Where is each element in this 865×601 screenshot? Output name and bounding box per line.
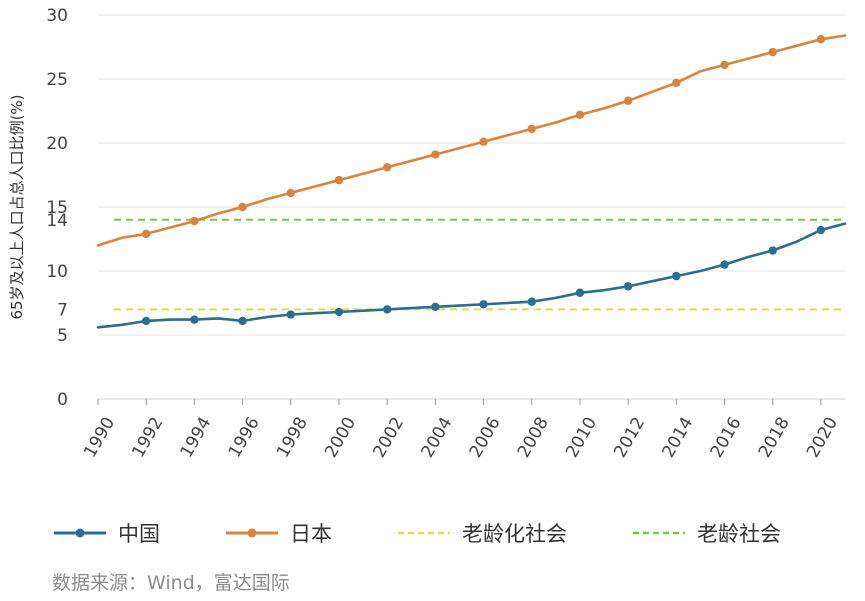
series-1-point-2000 [334, 175, 344, 185]
series-0-point-2004 [431, 302, 440, 312]
source-note: 数据来源：Wind，富达国际 [52, 572, 290, 594]
series-1-point-2016 [720, 60, 729, 70]
x-tick-1996: 1996 [225, 414, 264, 461]
y-tick-25: 25 [46, 70, 68, 90]
series-1-point-2012 [623, 96, 633, 105]
x-tick-2016: 2016 [707, 414, 746, 461]
series-0-point-2014 [672, 271, 681, 281]
series-0-point-1994 [190, 315, 199, 324]
series-1-point-1996 [238, 202, 247, 212]
x-tick-labels: 1990 1992 1994 1996 1998 2000 2002 2004 2006 2008… [80, 414, 842, 461]
grid-lines [97, 14, 845, 405]
y-tick-0: 0 [57, 390, 68, 410]
series-line-1 [96, 34, 847, 247]
legend-item-japan: 日本 [224, 518, 332, 548]
series-1-point-2002 [382, 163, 392, 172]
y-tick-5: 5 [57, 326, 68, 346]
x-tick-2018: 2018 [755, 414, 794, 461]
series-0-point-2016 [720, 260, 729, 269]
y-tick-14: 14 [46, 211, 68, 231]
x-tick-1990: 1990 [80, 414, 119, 461]
x-tick-2008: 2008 [514, 414, 553, 461]
series-1-point-1992 [141, 229, 151, 239]
series-1-point-2014 [672, 78, 681, 88]
legend: 中国 日本 老龄化社会 老龄社会 [52, 518, 845, 548]
y-tick-30: 30 [46, 6, 68, 26]
legend-item-aging-society: 老龄化社会 [396, 518, 567, 548]
y-tick-7: 7 [57, 300, 68, 320]
x-tick-2000: 2000 [321, 414, 360, 461]
x-tick-2020: 2020 [803, 414, 842, 461]
legend-label-japan: 日本 [290, 522, 332, 546]
legend-label-aged-society: 老龄社会 [697, 522, 781, 546]
series-0-point-2020 [816, 225, 826, 235]
y-tick-20: 20 [46, 134, 68, 154]
legend-swatch-china [54, 528, 106, 538]
x-tick-2006: 2006 [466, 414, 505, 461]
series-1-point-1994 [190, 216, 199, 226]
legend-swatch-japan [226, 528, 278, 538]
legend-item-china: 中国 [52, 518, 160, 548]
series-1-point-1998 [286, 188, 295, 198]
series-1-point-2010 [575, 110, 585, 120]
series-0-point-2012 [623, 282, 633, 291]
y-tick-15: 15 [46, 198, 68, 218]
x-tick-1992: 1992 [128, 414, 167, 461]
legend-item-aged-society: 老龄社会 [631, 518, 781, 548]
x-tick-1998: 1998 [273, 414, 312, 461]
series-1-point-2020 [816, 35, 826, 44]
series-0-point-2006 [479, 300, 488, 309]
series-1-point-2008 [527, 124, 536, 134]
series-1-point-2004 [431, 150, 440, 159]
series-0-point-2008 [527, 297, 536, 306]
series-0-point-2010 [575, 288, 585, 297]
series-1-point-2018 [768, 47, 777, 57]
legend-label-aging-society: 老龄化社会 [462, 522, 567, 546]
legend-swatch-aged-society [633, 531, 685, 535]
x-tick-2014: 2014 [659, 414, 698, 461]
series-0-point-2000 [334, 307, 344, 317]
series-1-point-2006 [479, 137, 488, 146]
series-0-point-1996 [238, 316, 247, 326]
x-tick-2004: 2004 [418, 414, 457, 461]
x-tick-1994: 1994 [177, 414, 216, 461]
y-tick-10: 10 [46, 262, 68, 282]
series-line-0 [96, 222, 847, 329]
x-tick-2012: 2012 [610, 414, 649, 461]
series-0-point-2002 [382, 305, 392, 314]
x-tick-2010: 2010 [562, 414, 601, 461]
x-tick-2002: 2002 [369, 414, 408, 461]
y-axis-label: 65岁及以上人口占总人口比例(%) [8, 94, 26, 319]
series-0-point-1992 [141, 316, 151, 326]
series-0-point-2018 [768, 246, 777, 255]
legend-label-china: 中国 [118, 522, 160, 546]
legend-swatch-aging-society [398, 531, 450, 535]
series-0-point-1998 [286, 310, 295, 319]
series-layer [96, 34, 847, 329]
